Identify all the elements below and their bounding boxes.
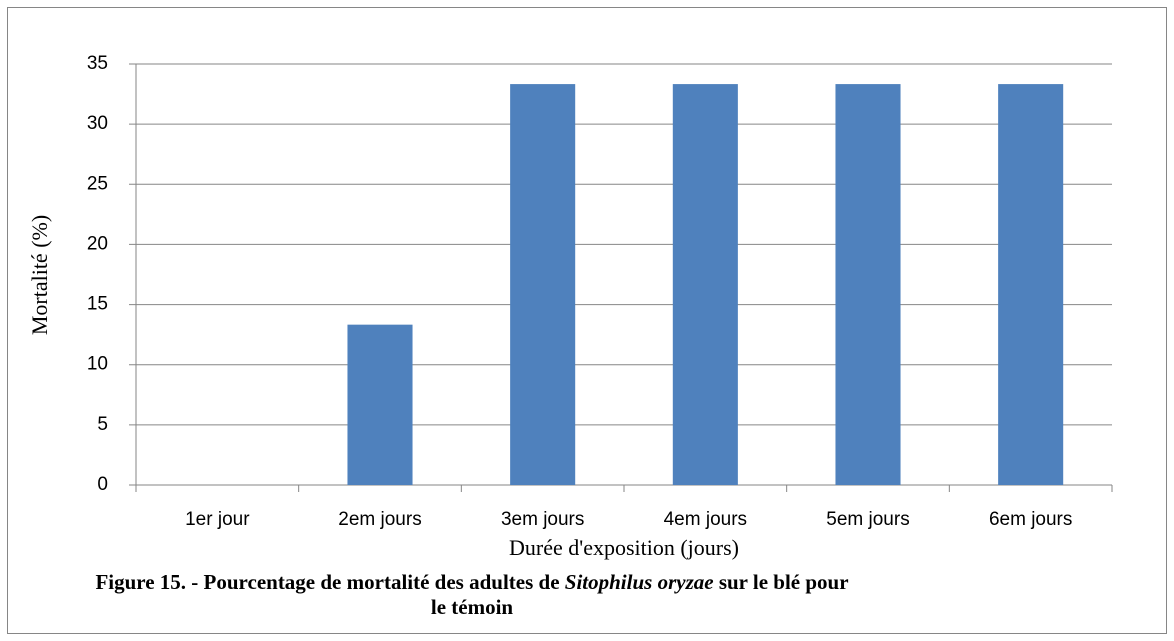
- y-tick-label: 25: [87, 173, 108, 194]
- caption-text: Figure 15. - Pourcentage de mortalité de…: [95, 570, 560, 594]
- x-axis-label: Durée d'exposition (jours): [509, 535, 739, 560]
- caption-text: sur le blé pour le témoin: [430, 570, 849, 619]
- y-tick-label: 15: [87, 294, 108, 315]
- bar: [835, 84, 901, 486]
- x-tick-label: 1er jour: [185, 509, 250, 530]
- chart-border: [7, 7, 1167, 634]
- x-tick-label: 2em jours: [338, 509, 421, 530]
- bar: [347, 324, 413, 485]
- caption: Figure 15. - Pourcentage de mortalité de…: [92, 570, 852, 620]
- y-axis-label: Mortalité (%): [27, 215, 52, 335]
- x-tick-label: 4em jours: [664, 509, 747, 530]
- bar: [672, 84, 738, 486]
- bar: [998, 84, 1064, 486]
- bar: [510, 84, 576, 486]
- x-tick-label: 5em jours: [826, 509, 909, 530]
- x-tick-label: 6em jours: [989, 509, 1072, 530]
- y-tick-label: 10: [87, 354, 108, 375]
- caption-species: Sitophilus oryzae: [564, 570, 714, 594]
- y-tick-label: 0: [97, 474, 108, 495]
- x-tick-label: 3em jours: [501, 509, 584, 530]
- y-tick-label: 30: [87, 113, 108, 134]
- y-tick-label: 35: [87, 53, 108, 74]
- y-tick-label: 20: [87, 233, 108, 254]
- y-tick-label: 5: [97, 414, 108, 435]
